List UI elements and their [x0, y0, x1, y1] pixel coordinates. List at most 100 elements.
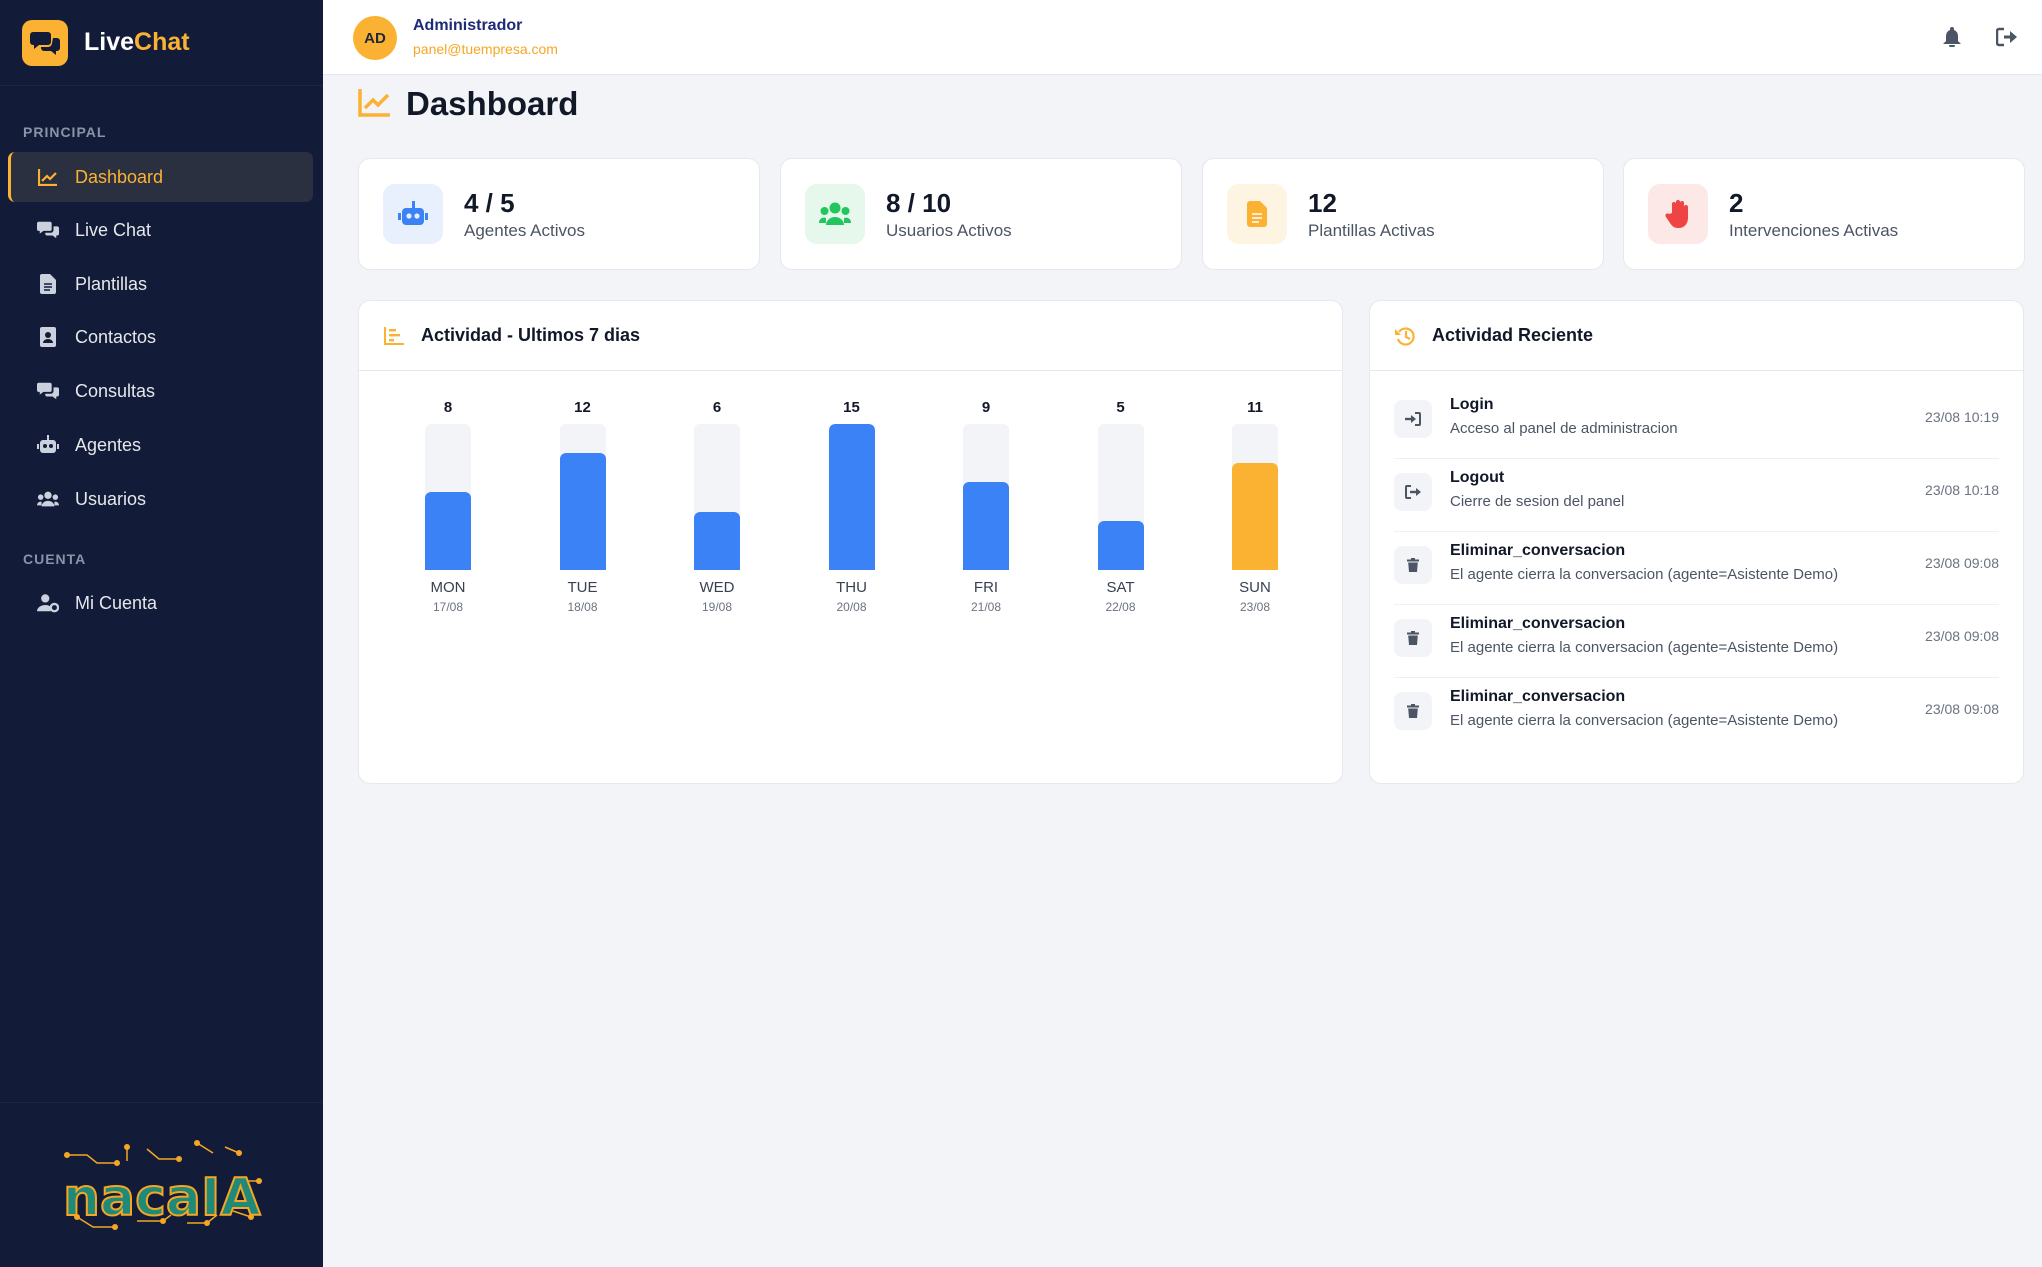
bar-chart: 8 MON 17/08 12 TUE 18/08 6 WED 19/08 15 THU 20/08 9 F…	[359, 399, 1344, 629]
bar-date-label: 22/08	[1105, 600, 1136, 614]
bar-day-label: WED	[699, 579, 735, 596]
bar-track	[559, 424, 606, 570]
stat-card-usuarios: 8 / 10 Usuarios Activos	[780, 158, 1182, 270]
sidebar-item-label: Consultas	[75, 380, 156, 401]
comments-icon	[37, 380, 59, 402]
list-item[interactable]: Eliminar_conversacion El agente cierra l…	[1394, 605, 1999, 678]
stat-value: 2	[1729, 188, 1744, 218]
activity-time: 23/08 09:08	[1925, 701, 1999, 717]
sidebar-item-consultas[interactable]: Consultas	[8, 366, 313, 416]
stat-card-plantillas: 12 Plantillas Activas	[1202, 158, 1604, 270]
bar-date-label: 20/08	[836, 600, 867, 614]
chart-line-icon	[358, 87, 392, 122]
bar-fill	[963, 482, 1009, 570]
activity-title: Logout	[1450, 469, 1505, 486]
list-item[interactable]: Eliminar_conversacion El agente cierra l…	[1394, 678, 1999, 751]
sidebar-item-dashboard[interactable]: Dashboard	[8, 152, 313, 202]
bar-value-label: 11	[1247, 399, 1263, 416]
bar-value-label: 6	[712, 399, 722, 416]
stat-value: 4 / 5	[464, 188, 515, 218]
sidebar-item-plantillas[interactable]: Plantillas	[8, 259, 313, 309]
nacaia-logo: nacaIA	[62, 1140, 262, 1230]
activity-title: Eliminar_conversacion	[1450, 615, 1626, 632]
panel-title: Actividad Reciente	[1432, 325, 1594, 345]
sidebar-item-label: Dashboard	[75, 166, 164, 187]
bar-value-label: 12	[574, 399, 591, 416]
sidebar-item-label: Mi Cuenta	[75, 592, 158, 613]
bar-track	[963, 424, 1009, 570]
bar-track	[1232, 424, 1278, 570]
stat-card-agentes: 4 / 5 Agentes Activos	[358, 158, 760, 270]
page-title: Dashboard	[406, 85, 579, 122]
file-icon	[1227, 184, 1287, 244]
stat-label: Plantillas Activas	[1308, 221, 1435, 240]
bar-sat: 5 SAT 22/08	[1097, 399, 1144, 629]
chat-bubbles-icon	[22, 19, 68, 66]
bell-icon[interactable]	[1939, 24, 1965, 50]
sign-out-icon	[1394, 473, 1432, 511]
file-icon	[37, 273, 59, 295]
activity-title: Eliminar_conversacion	[1450, 542, 1626, 559]
list-item[interactable]: Logout Cierre de sesion del panel 23/08 …	[1394, 459, 1999, 532]
bar-value-label: 9	[981, 399, 991, 416]
bar-tue: 12 TUE 18/08	[559, 399, 606, 629]
users-icon	[805, 184, 865, 244]
bar-date-label: 19/08	[701, 600, 733, 614]
activity-desc: Acceso al panel de administracion	[1450, 420, 1678, 437]
bar-mon: 8 MON 17/08	[425, 399, 471, 629]
stat-card-intervenciones: 2 Intervenciones Activas	[1623, 158, 2025, 270]
bar-day-label: THU	[836, 579, 867, 596]
bar-fri: 9 FRI 21/08	[963, 399, 1009, 629]
activity-time: 23/08 10:19	[1925, 409, 1999, 425]
trash-icon	[1394, 546, 1432, 584]
sidebar-item-live-chat[interactable]: Live Chat	[8, 205, 313, 255]
bar-day-label: FRI	[973, 579, 999, 596]
users-icon	[37, 488, 59, 510]
trash-icon	[1394, 619, 1432, 657]
bar-day-label: SUN	[1239, 579, 1271, 596]
hand-icon	[1648, 184, 1708, 244]
logout-icon[interactable]	[1994, 24, 2020, 50]
sidebar-item-contactos[interactable]: Contactos	[8, 312, 313, 362]
bar-fill	[425, 492, 471, 570]
section-title-principal: PRINCIPAL	[23, 124, 107, 140]
history-icon	[1394, 325, 1416, 347]
activity-desc: Cierre de sesion del panel	[1450, 493, 1625, 510]
avatar[interactable]: AD	[353, 16, 397, 60]
bar-sun: 11 SUN 23/08	[1232, 399, 1278, 629]
bar-thu: 15 THU 20/08	[828, 399, 875, 629]
panel-title: Actividad - Ultimos 7 dias	[421, 325, 641, 345]
activity-title: Login	[1450, 396, 1494, 413]
activity-time: 23/08 09:08	[1925, 628, 1999, 644]
sidebar-item-label: Plantillas	[75, 273, 148, 294]
comments-icon	[37, 219, 59, 241]
list-item[interactable]: Eliminar_conversacion El agente cierra l…	[1394, 532, 1999, 605]
svg-text:nacaIA: nacaIA	[63, 1168, 261, 1228]
sidebar-item-label: Agentes	[75, 434, 142, 455]
bar-value-label: 5	[1116, 399, 1125, 416]
sidebar-item-label: Usuarios	[75, 488, 147, 509]
activity-desc: El agente cierra la conversacion (agente…	[1450, 712, 1839, 729]
address-book-icon	[37, 326, 59, 348]
stat-value: 8 / 10	[886, 188, 952, 218]
sidebar-item-label: Contactos	[75, 326, 157, 347]
sidebar-item-usuarios[interactable]: Usuarios	[8, 474, 313, 524]
stat-label: Agentes Activos	[464, 221, 585, 240]
bar-fill	[694, 512, 740, 570]
topbar: AD Administrador panel@tuempresa.com	[323, 0, 2042, 75]
sidebar-item-mi-cuenta[interactable]: Mi Cuenta	[8, 578, 313, 628]
sidebar-item-agentes[interactable]: Agentes	[8, 420, 313, 470]
list-item[interactable]: Login Acceso al panel de administracion …	[1394, 386, 1999, 459]
bar-track	[694, 424, 740, 570]
sidebar-item-label: Live Chat	[75, 219, 152, 240]
chart-line-icon	[37, 166, 59, 188]
stat-label: Intervenciones Activas	[1729, 221, 1899, 240]
user-name: Administrador	[413, 17, 523, 34]
stat-label: Usuarios Activos	[886, 221, 1012, 240]
sidebar: LiveChat PRINCIPAL Dashboard Live Chat P…	[0, 0, 323, 1267]
footer-logo: nacaIA	[0, 1102, 323, 1267]
robot-icon	[37, 434, 59, 456]
user-email: panel@tuempresa.com	[413, 41, 558, 57]
brand[interactable]: LiveChat	[0, 0, 323, 86]
bar-track	[828, 424, 875, 570]
